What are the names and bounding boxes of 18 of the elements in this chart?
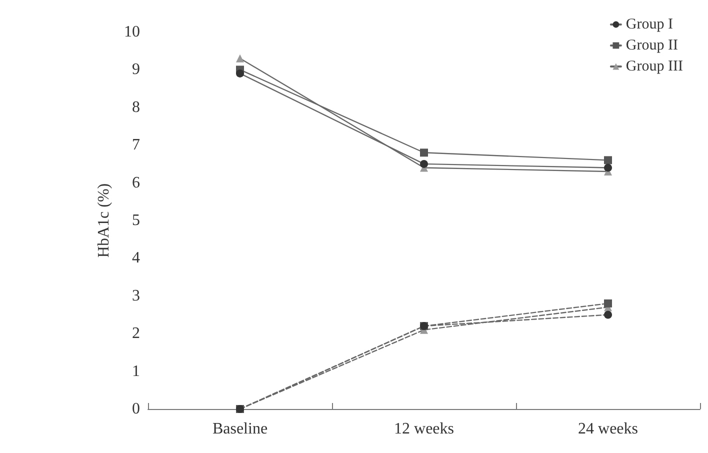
x-tick-label: Baseline bbox=[212, 420, 268, 438]
x-tick-label: 12 weeks bbox=[394, 420, 454, 438]
y-tick-label: 2 bbox=[132, 325, 140, 342]
legend-label: Group III bbox=[626, 58, 684, 74]
legend-label: Group I bbox=[626, 16, 674, 32]
y-tick-label: 9 bbox=[132, 61, 140, 78]
y-tick-label: 5 bbox=[132, 212, 140, 229]
y-axis-title: HbA1c (%) bbox=[96, 183, 112, 258]
y-tick-label: 1 bbox=[132, 362, 140, 380]
x-tick-label: 24 weeks bbox=[578, 420, 638, 438]
legend-label: Group II bbox=[626, 38, 678, 54]
y-tick-label: 7 bbox=[132, 136, 140, 154]
y-tick-label: 6 bbox=[132, 174, 140, 192]
y-tick-label: 10 bbox=[124, 24, 140, 40]
y-tick-label: 0 bbox=[132, 400, 140, 418]
y-tick-label: 4 bbox=[132, 250, 140, 267]
y-tick-label: 3 bbox=[132, 287, 140, 304]
y-tick-label: 8 bbox=[132, 98, 140, 116]
